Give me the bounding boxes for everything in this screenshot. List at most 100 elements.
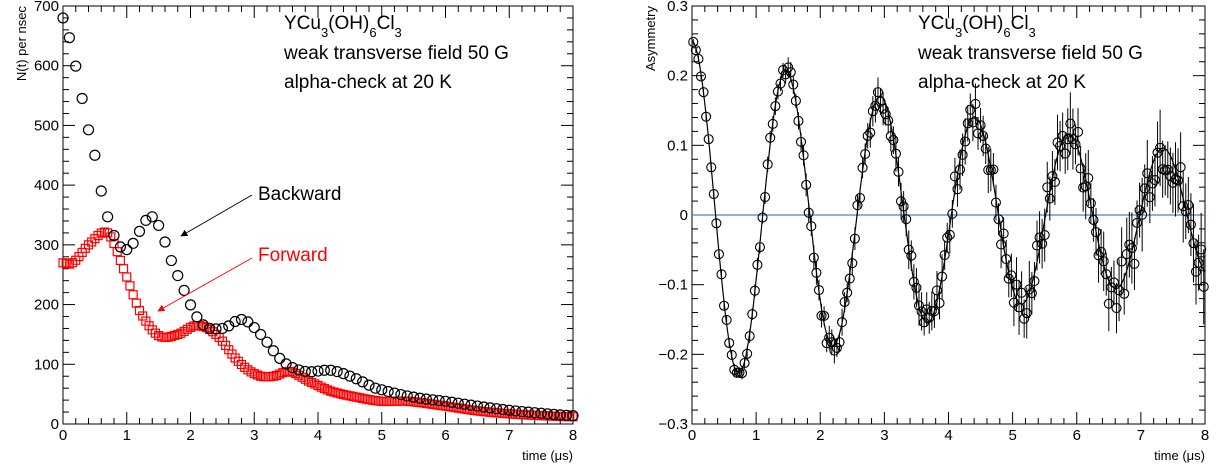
backward-data-point xyxy=(439,395,452,407)
asymmetry-data-point xyxy=(998,228,1009,239)
asymmetry-data-point xyxy=(1121,248,1132,260)
left-y-tick-label: 700 xyxy=(34,0,59,15)
left-x-axis-title: time (μs) xyxy=(522,448,573,463)
left-plot-frame xyxy=(62,5,574,425)
backward-data-point xyxy=(408,391,420,403)
asymmetry-data-point xyxy=(719,300,730,311)
asymmetry-data-point xyxy=(742,348,753,359)
left-y-tick-label: 400 xyxy=(34,177,59,194)
backward-data-point xyxy=(414,392,426,404)
left-y-tick-label: 100 xyxy=(34,356,59,373)
asymmetry-data-point xyxy=(916,306,927,317)
asymmetry-data-point xyxy=(875,96,886,107)
right-x-tick-label: 5 xyxy=(1008,427,1016,444)
backward-data-point xyxy=(82,124,95,136)
asymmetry-data-point xyxy=(883,115,894,126)
asymmetry-data-point xyxy=(783,62,794,73)
asymmetry-data-point xyxy=(821,338,832,349)
asymmetry-data-point xyxy=(1057,130,1068,142)
forward-data-point xyxy=(338,389,349,400)
backward-data-point xyxy=(312,365,324,377)
right-temperature-label: alpha-check at 20 K xyxy=(918,72,1086,93)
asymmetry-data-point xyxy=(767,118,778,129)
asymmetry-data-point xyxy=(775,78,786,89)
backward-data-point xyxy=(548,408,560,420)
asymmetry-data-point xyxy=(1006,270,1017,281)
asymmetry-data-point xyxy=(1193,257,1204,268)
asymmetry-data-point xyxy=(988,164,999,175)
right-x-tick-label: 6 xyxy=(1073,427,1081,444)
right-y-tick-label: 0.1 xyxy=(667,137,688,154)
right-x-tick-label: 7 xyxy=(1137,427,1145,444)
asymmetry-data-point xyxy=(970,98,981,109)
asymmetry-data-point xyxy=(1142,168,1153,179)
asymmetry-data-point xyxy=(878,103,889,114)
forward-data-point xyxy=(316,382,326,392)
forward-data-point xyxy=(249,369,259,379)
backward-data-point xyxy=(121,244,133,256)
asymmetry-data-point xyxy=(1034,232,1045,243)
asymmetry-data-point xyxy=(1103,298,1114,309)
backward-data-point xyxy=(299,365,311,378)
forward-data-point xyxy=(303,376,314,386)
backward-data-point xyxy=(541,408,554,420)
backward-data-point xyxy=(159,236,171,248)
forward-data-point xyxy=(278,368,288,378)
backward-data-point xyxy=(465,399,477,411)
asymmetry-data-point xyxy=(903,244,914,255)
backward-data-point xyxy=(388,387,401,399)
asymmetry-data-point xyxy=(721,314,732,326)
asymmetry-data-point xyxy=(1165,170,1176,182)
forward-data-point xyxy=(310,379,320,389)
forward-data-point xyxy=(147,325,157,335)
right-x-axis-title: time (μs) xyxy=(1154,448,1205,463)
backward-data-point xyxy=(95,185,107,197)
left-x-tick-label: 5 xyxy=(378,427,386,444)
backward-data-point xyxy=(567,410,579,422)
backward-data-point xyxy=(165,254,177,267)
forward-data-point xyxy=(329,387,339,397)
backward-data-point xyxy=(516,405,528,418)
left-panel-histogram: 0 1 2 3 4 5 6 7 8 0 100 200 300 400 500 600 700 time (μs)… xyxy=(14,0,579,463)
asymmetry-data-point xyxy=(780,69,791,80)
left-y-axis-title: N(t) per nsec xyxy=(14,6,29,82)
backward-data-point xyxy=(274,352,286,364)
asymmetry-data-point xyxy=(1096,246,1107,257)
forward-data-point xyxy=(345,391,355,401)
asymmetry-data-point xyxy=(849,233,860,244)
left-x-tick-label: 1 xyxy=(123,427,131,444)
backward-data-point xyxy=(261,336,273,348)
asymmetry-data-point xyxy=(1131,217,1143,228)
asymmetry-data-point xyxy=(990,197,1002,208)
asymmetry-data-point xyxy=(993,214,1004,225)
backward-data-point xyxy=(490,403,503,415)
asymmetry-data-point xyxy=(1055,141,1066,152)
asymmetry-data-point xyxy=(947,208,958,219)
forward-data-point xyxy=(326,386,336,396)
forward-data-point xyxy=(99,227,110,237)
backward-data-point xyxy=(452,397,464,409)
forward-data-point xyxy=(185,322,196,333)
asymmetry-data-point xyxy=(801,179,812,190)
asymmetry-data-point xyxy=(908,276,919,287)
backward-data-point xyxy=(554,409,566,421)
asymmetry-data-point xyxy=(1196,244,1207,255)
forward-data-point xyxy=(198,321,208,332)
backward-data-point xyxy=(484,402,496,414)
asymmetry-data-point xyxy=(739,357,750,369)
forward-data-point xyxy=(169,330,180,340)
backward-arrow xyxy=(180,194,253,237)
asymmetry-data-point xyxy=(757,212,768,223)
backward-data-point xyxy=(337,368,350,380)
asymmetry-data-point xyxy=(1116,256,1127,267)
asymmetry-data-point xyxy=(857,162,868,173)
asymmetry-data-point xyxy=(854,192,866,203)
asymmetry-data-point xyxy=(1078,182,1089,193)
left-y-tick-label: 500 xyxy=(34,117,59,134)
asymmetry-data-point xyxy=(1026,288,1037,299)
backward-data-point xyxy=(459,398,471,410)
forward-data-point xyxy=(134,305,145,316)
asymmetry-data-point xyxy=(1067,134,1078,145)
backward-data-point xyxy=(401,390,413,402)
right-y-tick-label: 0 xyxy=(680,207,688,224)
